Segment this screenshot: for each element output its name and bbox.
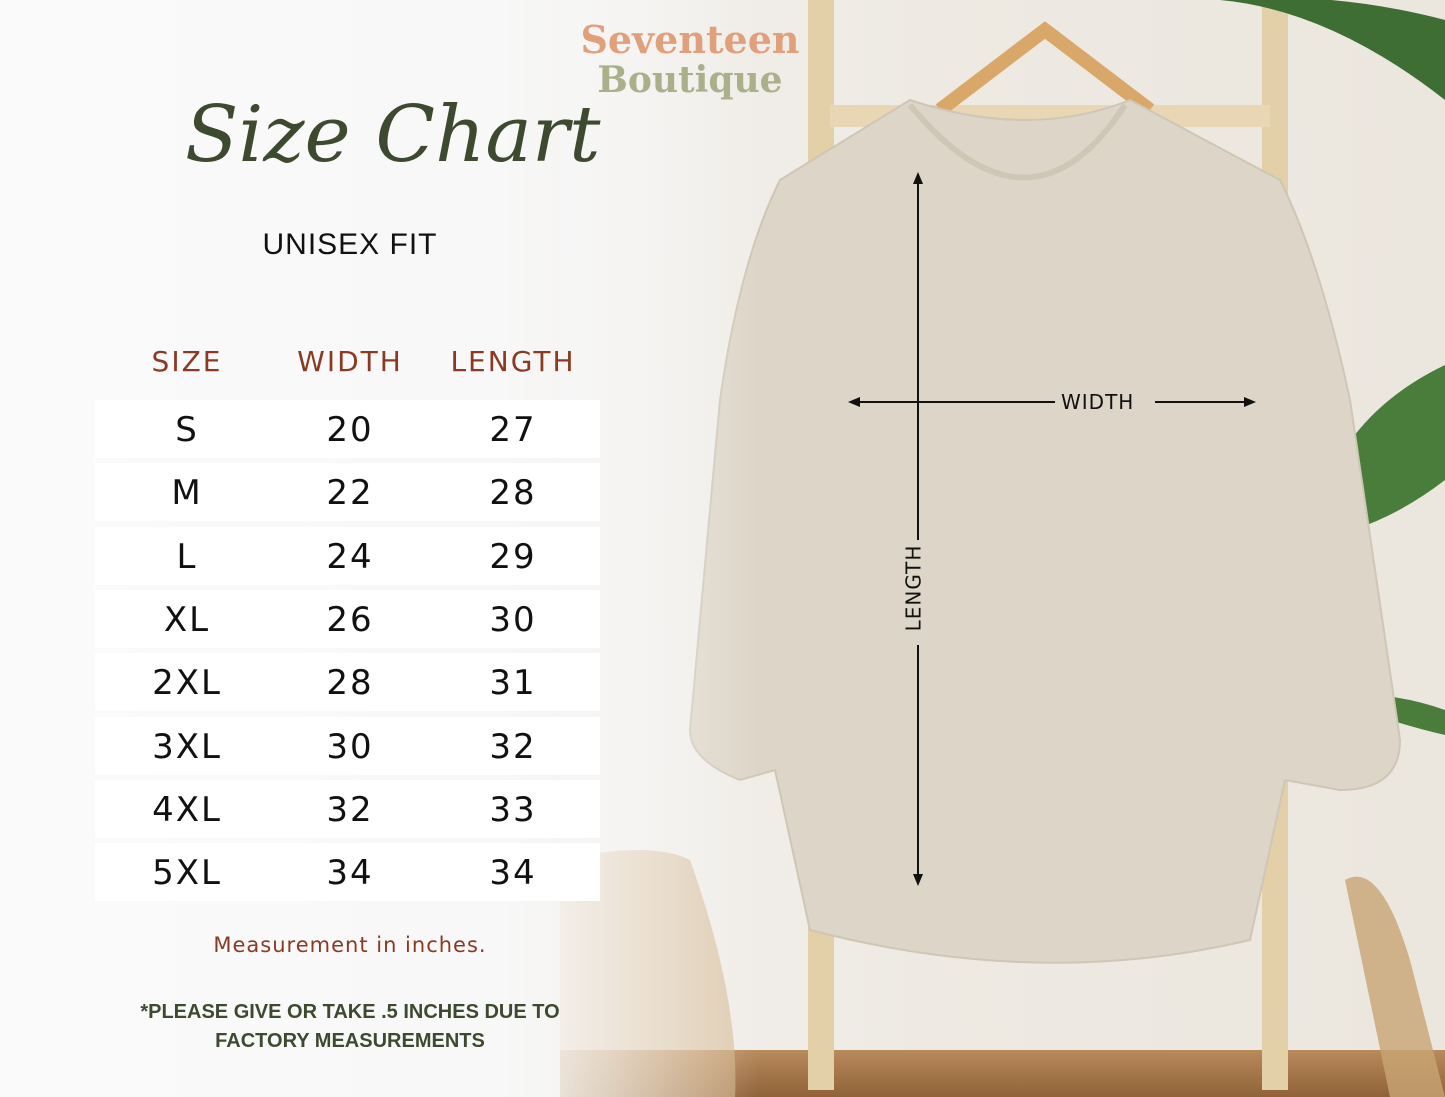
length-label: LENGTH [901, 540, 926, 636]
cell-width: 20 [326, 410, 374, 450]
fit-subtitle: UNISEX FIT [262, 228, 438, 261]
table-row: L 24 29 [95, 526, 600, 585]
cell-size: L [176, 536, 198, 577]
table-row: M 22 28 [95, 463, 600, 522]
page-title: Size Chart [185, 90, 601, 180]
sweatshirt-collar [907, 103, 1128, 181]
disclaimer-line2: FACTORY MEASUREMENTS [215, 1030, 485, 1052]
cell-length: 27 [489, 410, 537, 450]
table-row: 5XL 34 34 [95, 843, 600, 902]
cell-size: S [175, 410, 199, 450]
header-width: WIDTH [297, 345, 403, 378]
table-row: 2XL 28 31 [95, 653, 600, 712]
header-size: SIZE [151, 345, 223, 378]
table-row: S 20 27 [95, 400, 600, 458]
measurement-note: Measurement in inches. [213, 933, 487, 957]
arrow-head [1244, 397, 1256, 407]
cell-width: 34 [326, 853, 374, 894]
basket [1345, 876, 1445, 1097]
cell-length: 33 [489, 789, 537, 830]
table-row: XL 26 30 [95, 589, 600, 648]
hanger [935, 21, 1155, 116]
cell-width: 28 [326, 663, 374, 704]
table-row: 4XL 32 33 [95, 779, 600, 838]
cell-width: 24 [326, 536, 374, 577]
cell-width: 32 [326, 789, 374, 830]
disclaimer-line1: *PLEASE GIVE OR TAKE .5 INCHES DUE TO [140, 1001, 560, 1023]
arrow-head [913, 874, 923, 886]
cell-length: 28 [489, 473, 537, 514]
width-label: WIDTH [1057, 390, 1139, 414]
cell-size: 2XL [152, 663, 222, 704]
cell-size: 3XL [152, 726, 222, 767]
sweatshirt [688, 98, 1402, 964]
cell-length: 30 [489, 599, 537, 640]
brand-logo-line1: Seventeen [580, 17, 800, 62]
cell-size: XL [163, 599, 211, 640]
cell-width: 30 [326, 726, 374, 767]
cell-width: 26 [326, 599, 374, 640]
plant-leaf [1220, 0, 1445, 100]
header-length: LENGTH [450, 345, 576, 378]
cell-length: 29 [489, 536, 537, 577]
cell-size: 5XL [152, 853, 222, 894]
arrow-head [913, 172, 923, 184]
cell-width: 22 [326, 473, 374, 514]
arrow-head [848, 397, 860, 407]
table-header: SIZE WIDTH LENGTH [95, 345, 600, 389]
cell-size: 4XL [152, 789, 222, 830]
disclaimer: *PLEASE GIVE OR TAKE .5 INCHES DUE TO FA… [100, 998, 600, 1056]
cell-length: 31 [489, 663, 537, 704]
cell-length: 32 [489, 726, 537, 767]
cell-size: M [171, 473, 203, 514]
table-row: 3XL 30 32 [95, 716, 600, 775]
cell-length: 34 [489, 853, 537, 894]
brand-logo: Seventeen Boutique [570, 17, 810, 101]
brand-logo-line2: Boutique [597, 59, 783, 101]
